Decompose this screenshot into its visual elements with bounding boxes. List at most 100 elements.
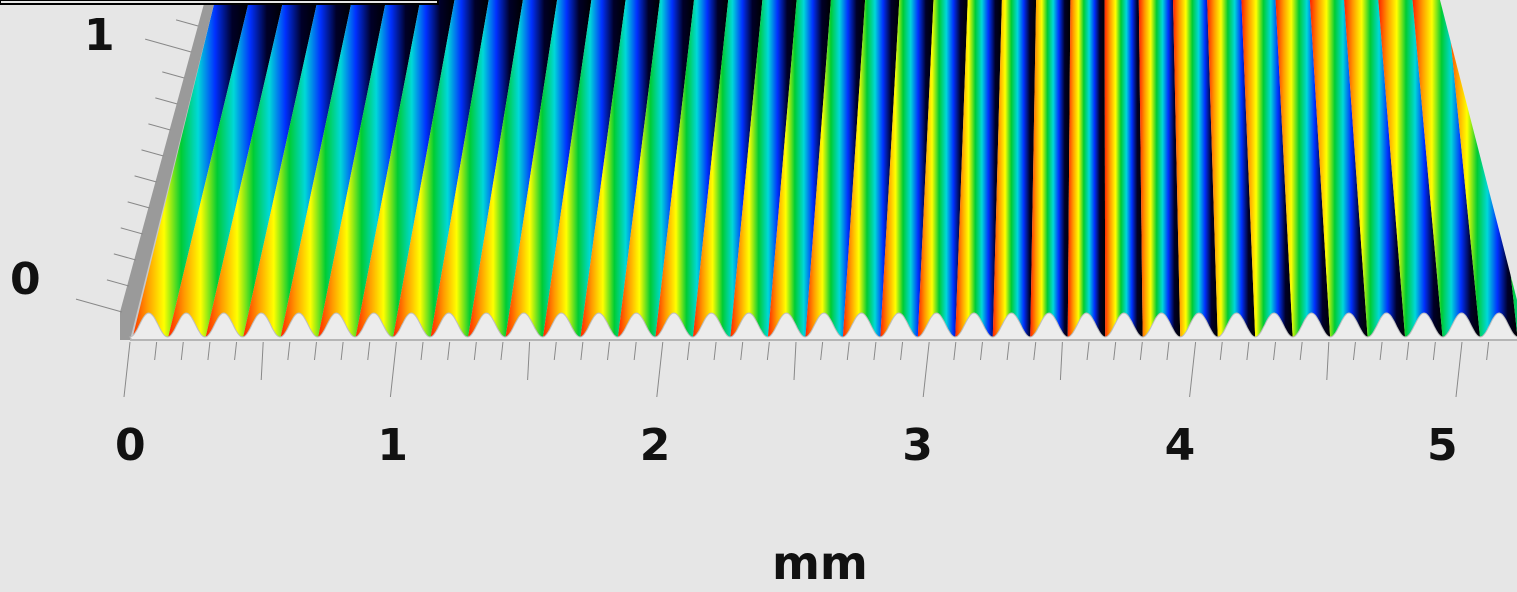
surface-stripe bbox=[730, 0, 797, 340]
x-minor-tick bbox=[420, 341, 424, 361]
z-minor-tick bbox=[127, 201, 150, 209]
colorbar-box-edge bbox=[0, 0, 439, 5]
x-minor-tick bbox=[553, 341, 557, 361]
x-minor-tick bbox=[1246, 341, 1250, 361]
x-minor-tick bbox=[1299, 341, 1303, 361]
x-major-tick bbox=[1189, 341, 1197, 398]
z-minor-tick bbox=[106, 279, 130, 287]
x-minor-tick bbox=[793, 341, 797, 381]
x-minor-tick bbox=[1059, 341, 1063, 381]
x-major-tick bbox=[123, 341, 131, 398]
x-tick-label: 0 bbox=[115, 420, 146, 471]
x-minor-tick bbox=[527, 341, 531, 381]
surface-stripe bbox=[880, 0, 934, 340]
surface-stripe bbox=[132, 0, 250, 340]
surface-stripe bbox=[917, 0, 968, 340]
surface-stripe bbox=[655, 0, 729, 340]
x-tick-label: 4 bbox=[1164, 420, 1196, 471]
surface-stripe bbox=[1275, 0, 1331, 340]
x-minor-tick bbox=[500, 341, 504, 361]
x-minor-tick bbox=[846, 341, 850, 361]
surface-stripe bbox=[842, 0, 900, 340]
surface-stripe bbox=[467, 0, 558, 340]
surface-stripe bbox=[242, 0, 352, 340]
x-minor-tick bbox=[1113, 341, 1117, 361]
x-minor-tick bbox=[367, 341, 371, 361]
surface-stripe bbox=[1138, 0, 1181, 340]
x-major-tick bbox=[389, 341, 397, 398]
surface-stripe bbox=[1309, 0, 1368, 340]
z-tick-label: 0 bbox=[10, 254, 41, 305]
surface-stripe bbox=[1344, 0, 1406, 340]
x-minor-tick bbox=[1379, 341, 1383, 361]
x-minor-tick bbox=[1352, 341, 1356, 361]
x-minor-tick bbox=[180, 341, 184, 361]
x-minor-tick bbox=[1406, 341, 1410, 361]
x-minor-tick bbox=[740, 341, 744, 361]
x-minor-tick bbox=[207, 341, 211, 361]
z-wall-face bbox=[120, 0, 215, 340]
x-minor-tick bbox=[1006, 341, 1010, 361]
x-minor-tick bbox=[154, 341, 158, 361]
x-minor-tick bbox=[633, 341, 637, 361]
surface-stripe bbox=[205, 0, 318, 340]
x-minor-tick bbox=[1086, 341, 1090, 361]
surface-stripes bbox=[132, 0, 1517, 340]
surface-stripe bbox=[167, 0, 284, 340]
x-minor-tick bbox=[340, 341, 344, 361]
x-minor-tick bbox=[1219, 341, 1223, 361]
x-minor-tick bbox=[953, 341, 957, 361]
front-edge-profile bbox=[129, 312, 1517, 341]
x-minor-tick bbox=[713, 341, 717, 361]
z-minor-tick bbox=[113, 253, 136, 261]
x-minor-tick bbox=[234, 341, 238, 361]
z-minor-tick bbox=[155, 97, 178, 105]
z-major-tick bbox=[145, 38, 192, 53]
surface-stripe bbox=[355, 0, 455, 340]
surface-stripe bbox=[1067, 0, 1106, 340]
x-tick-label: 1 bbox=[377, 420, 409, 471]
x-tick-label: 5 bbox=[1427, 420, 1458, 471]
surface-stripe bbox=[1030, 0, 1071, 340]
x-tick-label: 2 bbox=[639, 420, 671, 471]
x-tick-label: 3 bbox=[902, 420, 933, 471]
x-minor-tick bbox=[1486, 341, 1490, 361]
z-minor-tick bbox=[134, 175, 157, 183]
x-minor-tick bbox=[580, 341, 584, 361]
surface-stripe bbox=[767, 0, 831, 340]
surface-front-edge bbox=[129, 312, 1517, 341]
x-minor-tick bbox=[900, 341, 904, 361]
surface-stripe bbox=[1104, 0, 1143, 340]
z-major-tick bbox=[75, 298, 123, 313]
x-minor-tick bbox=[313, 341, 317, 361]
surface-stripe bbox=[617, 0, 694, 340]
z-tick-label: 1 bbox=[84, 10, 115, 61]
x-minor-tick bbox=[979, 341, 983, 361]
surface-stripe bbox=[317, 0, 421, 340]
x-minor-tick bbox=[873, 341, 877, 361]
x-minor-tick bbox=[820, 341, 824, 361]
x-minor-tick bbox=[1273, 341, 1277, 361]
x-minor-tick bbox=[766, 341, 770, 361]
z-minor-tick bbox=[148, 123, 171, 131]
z-minor-tick bbox=[175, 19, 199, 27]
surface-stripe bbox=[1412, 0, 1481, 340]
surface-stripe bbox=[955, 0, 1002, 340]
surface-stripe bbox=[692, 0, 763, 340]
x-minor-tick bbox=[686, 341, 690, 361]
surface-stripe bbox=[1378, 0, 1443, 340]
surface-stripe bbox=[992, 0, 1037, 340]
z-axis bbox=[75, 0, 205, 313]
z-minor-tick bbox=[162, 71, 185, 79]
surface-stripe bbox=[1173, 0, 1218, 340]
x-major-tick bbox=[1455, 341, 1463, 398]
x-minor-tick bbox=[1139, 341, 1143, 361]
x-axis-title: mm bbox=[772, 536, 868, 590]
surface-stripe bbox=[805, 0, 866, 340]
x-minor-tick bbox=[1166, 341, 1170, 361]
surface-stripe bbox=[542, 0, 626, 340]
x-minor-tick bbox=[287, 341, 291, 361]
x-major-tick bbox=[656, 341, 664, 398]
z-minor-tick bbox=[120, 227, 143, 235]
